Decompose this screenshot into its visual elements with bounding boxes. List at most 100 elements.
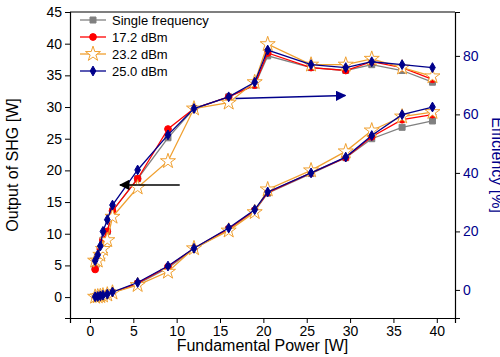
data-point	[265, 45, 271, 55]
legend: Single frequency17.2 dBm23.2 dBm25.0 dBm	[80, 13, 209, 79]
data-point	[100, 287, 115, 301]
tick-label: 25	[46, 131, 62, 147]
data-point	[369, 131, 375, 141]
data-point	[369, 57, 375, 67]
plot: 0510152025303540051015202530354045020406…	[46, 4, 478, 339]
data-point	[104, 289, 110, 299]
tick-label: 35	[46, 67, 62, 83]
legend-symbol	[90, 34, 97, 41]
legend-symbol	[85, 46, 100, 60]
series-line	[95, 107, 432, 297]
data-point	[252, 205, 258, 215]
data-point	[343, 152, 349, 162]
tick-label: 60	[463, 106, 479, 122]
data-point	[110, 287, 116, 297]
tick: 25	[299, 318, 315, 339]
tick-label: 80	[463, 48, 479, 64]
data-point	[429, 118, 435, 124]
data-point	[130, 180, 145, 194]
data-point	[395, 60, 410, 74]
tick-label: 40	[463, 165, 479, 181]
tick-label: 0	[463, 282, 471, 298]
data-point	[399, 124, 405, 130]
series-line	[95, 112, 432, 297]
data-point	[343, 63, 349, 73]
y-axis-title: Output of SHG [W]	[4, 98, 21, 231]
tick-label: 35	[386, 323, 402, 339]
tick-mark	[65, 234, 70, 235]
data-point	[160, 153, 175, 167]
tick: 80	[455, 48, 479, 64]
tick: 0	[87, 318, 95, 339]
tick-mark	[65, 44, 70, 45]
legend-entry: 25.0 dBm	[80, 64, 168, 79]
tick: 60	[455, 106, 479, 122]
data-point	[165, 130, 171, 140]
tick: 45	[46, 4, 70, 20]
tick: 25	[46, 131, 70, 147]
data-point	[395, 109, 410, 123]
tick-label: 5	[54, 257, 62, 273]
tick-label: 10	[46, 226, 62, 242]
data-point	[226, 92, 232, 102]
data-point	[186, 101, 201, 115]
data-point	[165, 261, 171, 271]
legend-label: 17.2 dBm	[112, 30, 168, 45]
tick: 10	[46, 226, 70, 242]
legend-symbol	[90, 66, 96, 76]
data-point	[247, 204, 262, 218]
x-axis: 0 5 10 15 20 25 30 35 40	[71, 318, 456, 339]
tick-mark	[65, 202, 70, 203]
data-point	[399, 110, 405, 120]
legend-entry: 23.2 dBm	[80, 46, 168, 62]
tick: 20	[256, 318, 272, 339]
data-point	[430, 102, 436, 112]
series-line	[95, 121, 432, 297]
tick: 15	[46, 194, 70, 210]
chart: 0510152025303540051015202530354045020406…	[0, 0, 500, 357]
tick: 0	[54, 289, 70, 305]
series-group	[88, 36, 440, 303]
tick: 35	[386, 318, 402, 339]
y2-axis: 020406080	[455, 13, 479, 319]
tick-mark	[65, 12, 70, 13]
axis-line	[456, 13, 461, 319]
tick-label: 5	[130, 323, 138, 339]
tick-label: 15	[46, 194, 62, 210]
tick-mark	[65, 139, 70, 140]
tick: 10	[169, 318, 185, 339]
tick-mark	[65, 75, 70, 76]
data-point	[98, 241, 104, 251]
tick-mark	[455, 231, 460, 232]
data-point	[105, 285, 120, 299]
legend-label: 23.2 dBm	[112, 47, 168, 62]
tick: 30	[343, 318, 359, 339]
data-point	[90, 289, 105, 303]
data-point	[95, 250, 101, 260]
x-axis-title: Fundamental Power [W]	[177, 337, 349, 354]
tick: 40	[455, 165, 479, 181]
legend-symbol	[90, 17, 96, 23]
y-axis: 051015202530354045	[46, 4, 70, 319]
tick-mark	[455, 114, 460, 115]
tick: 15	[213, 318, 229, 339]
tick-label: 30	[46, 99, 62, 115]
data-point	[308, 60, 314, 70]
arrow-right-axis	[236, 96, 346, 99]
data-point	[191, 104, 197, 114]
tick: 5	[54, 257, 70, 273]
tick-label: 40	[46, 36, 62, 52]
tick: 40	[430, 318, 446, 339]
series-line	[95, 50, 432, 261]
axis-line	[65, 13, 71, 319]
data-point	[226, 223, 232, 233]
tick-label: 0	[87, 323, 95, 339]
tick: 0	[455, 282, 471, 298]
tick: 30	[46, 99, 70, 115]
data-point	[265, 187, 271, 197]
data-point	[100, 226, 106, 236]
data-point	[304, 57, 319, 71]
legend-entry: 17.2 dBm	[80, 30, 168, 45]
tick-mark	[65, 170, 70, 171]
tick-label: 0	[54, 289, 62, 305]
